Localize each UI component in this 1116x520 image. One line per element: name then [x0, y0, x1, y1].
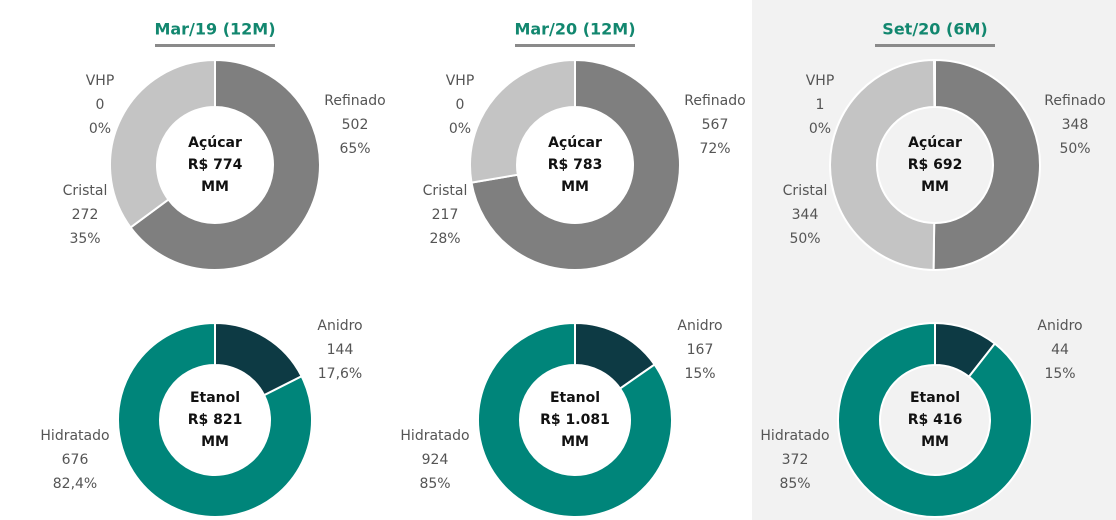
- value-label: 344: [792, 207, 819, 223]
- center-label: MM: [201, 179, 229, 195]
- percent-label: 0%: [809, 121, 831, 137]
- category-label: Anidro: [317, 318, 362, 334]
- donut-slice: [470, 58, 681, 271]
- category-label: Cristal: [783, 183, 828, 199]
- category-label: VHP: [86, 73, 115, 89]
- percent-label: 15%: [684, 366, 715, 382]
- percent-label: 72%: [699, 141, 730, 157]
- center-label: Etanol: [190, 390, 240, 406]
- category-label: Hidratado: [40, 428, 109, 444]
- center-label: R$ 774: [188, 157, 243, 173]
- header-underline: [515, 44, 635, 47]
- value-label: 144: [327, 342, 354, 358]
- header-underline: [875, 44, 995, 47]
- donut-slice: [837, 321, 1033, 518]
- value-label: 676: [62, 452, 89, 468]
- category-label: Refinado: [324, 93, 385, 109]
- category-label: Cristal: [423, 183, 468, 199]
- category-label: VHP: [806, 73, 835, 89]
- percent-label: 17,6%: [318, 366, 362, 382]
- percent-label: 28%: [429, 231, 460, 247]
- column-header: Mar/20 (12M): [514, 20, 635, 39]
- value-label: 924: [422, 452, 449, 468]
- center-label: R$ 821: [188, 412, 243, 428]
- center-label: MM: [561, 434, 589, 450]
- percent-label: 35%: [69, 231, 100, 247]
- category-label: Refinado: [1044, 93, 1105, 109]
- donut-slice: [129, 58, 321, 271]
- category-label: Anidro: [677, 318, 722, 334]
- category-label: Refinado: [684, 93, 745, 109]
- percent-label: 15%: [1044, 366, 1075, 382]
- donut-slice: [829, 58, 936, 272]
- value-label: 167: [687, 342, 714, 358]
- percent-label: 50%: [1059, 141, 1090, 157]
- center-label: Açúcar: [188, 135, 242, 151]
- donut-slice: [477, 321, 673, 518]
- center-label: Açúcar: [548, 135, 602, 151]
- center-label: MM: [921, 434, 949, 450]
- center-label: R$ 783: [548, 157, 603, 173]
- category-label: Hidratado: [400, 428, 469, 444]
- percent-label: 85%: [419, 476, 450, 492]
- percent-label: 65%: [339, 141, 370, 157]
- value-label: 372: [782, 452, 809, 468]
- center-label: MM: [921, 179, 949, 195]
- value-label: 567: [702, 117, 729, 133]
- donut-slice: [117, 321, 313, 518]
- percent-label: 0%: [449, 121, 471, 137]
- value-label: 348: [1062, 117, 1089, 133]
- category-label: Anidro: [1037, 318, 1082, 334]
- category-label: Cristal: [63, 183, 108, 199]
- percent-label: 82,4%: [53, 476, 97, 492]
- category-label: Hidratado: [760, 428, 829, 444]
- center-label: Etanol: [910, 390, 960, 406]
- donut-slice: [469, 58, 576, 184]
- center-label: R$ 416: [908, 412, 963, 428]
- donut-slice: [933, 58, 936, 109]
- center-label: R$ 692: [908, 157, 963, 173]
- value-label: 1: [816, 97, 825, 113]
- value-label: 502: [342, 117, 369, 133]
- percent-label: 50%: [789, 231, 820, 247]
- center-label: R$ 1.081: [540, 412, 610, 428]
- header-underline: [155, 44, 275, 47]
- value-label: 44: [1051, 342, 1069, 358]
- value-label: 0: [456, 97, 465, 113]
- center-label: MM: [201, 434, 229, 450]
- donut-slice: [109, 58, 216, 229]
- center-label: Etanol: [550, 390, 600, 406]
- column-header: Mar/19 (12M): [154, 20, 275, 39]
- value-label: 217: [432, 207, 459, 223]
- donut-slice: [932, 58, 1041, 271]
- value-label: 272: [72, 207, 99, 223]
- column-header: Set/20 (6M): [882, 20, 987, 39]
- value-label: 0: [96, 97, 105, 113]
- percent-label: 0%: [89, 121, 111, 137]
- center-label: Açúcar: [908, 135, 962, 151]
- center-label: MM: [561, 179, 589, 195]
- percent-label: 85%: [779, 476, 810, 492]
- category-label: VHP: [446, 73, 475, 89]
